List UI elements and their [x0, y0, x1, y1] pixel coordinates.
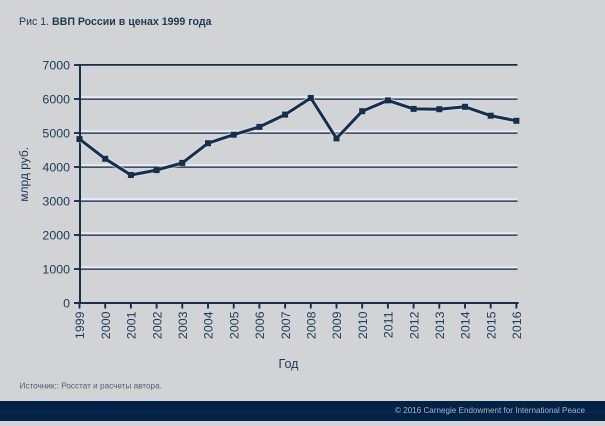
svg-text:Год: Год: [279, 357, 300, 371]
svg-text:Источник:: Росстат и расчеты а: Источник:: Росстат и расчеты автора.: [20, 381, 162, 390]
svg-text:2005: 2005: [227, 311, 241, 339]
svg-text:2010: 2010: [356, 311, 370, 339]
svg-text:2013: 2013: [433, 311, 447, 339]
svg-text:2011: 2011: [382, 311, 396, 338]
svg-text:2004: 2004: [202, 311, 216, 339]
svg-text:© 2016 Carnegie Endowment for: © 2016 Carnegie Endowment for Internatio…: [395, 406, 585, 415]
svg-text:5000: 5000: [42, 127, 70, 141]
svg-text:2006: 2006: [253, 311, 267, 339]
svg-text:2009: 2009: [330, 311, 344, 339]
svg-text:млрд руб.: млрд руб.: [17, 147, 31, 202]
svg-text:1000: 1000: [42, 263, 70, 277]
svg-text:2001: 2001: [125, 311, 139, 339]
svg-text:Рис 1. ВВП России в ценах 1999: Рис 1. ВВП России в ценах 1999 года: [19, 16, 212, 28]
svg-text:3000: 3000: [42, 195, 70, 209]
svg-text:2015: 2015: [484, 311, 498, 339]
svg-text:2000: 2000: [42, 229, 70, 243]
svg-text:2007: 2007: [279, 311, 293, 339]
svg-text:2016: 2016: [510, 311, 524, 339]
svg-text:2000: 2000: [99, 311, 113, 339]
svg-text:0: 0: [63, 297, 70, 311]
svg-text:1999: 1999: [73, 311, 87, 339]
svg-text:2003: 2003: [176, 311, 190, 339]
svg-text:2012: 2012: [407, 311, 421, 339]
svg-text:2008: 2008: [305, 311, 319, 339]
svg-text:2014: 2014: [459, 311, 473, 339]
svg-text:7000: 7000: [42, 59, 70, 73]
svg-text:4000: 4000: [42, 161, 70, 175]
svg-text:6000: 6000: [42, 93, 70, 107]
svg-text:2002: 2002: [150, 311, 164, 339]
